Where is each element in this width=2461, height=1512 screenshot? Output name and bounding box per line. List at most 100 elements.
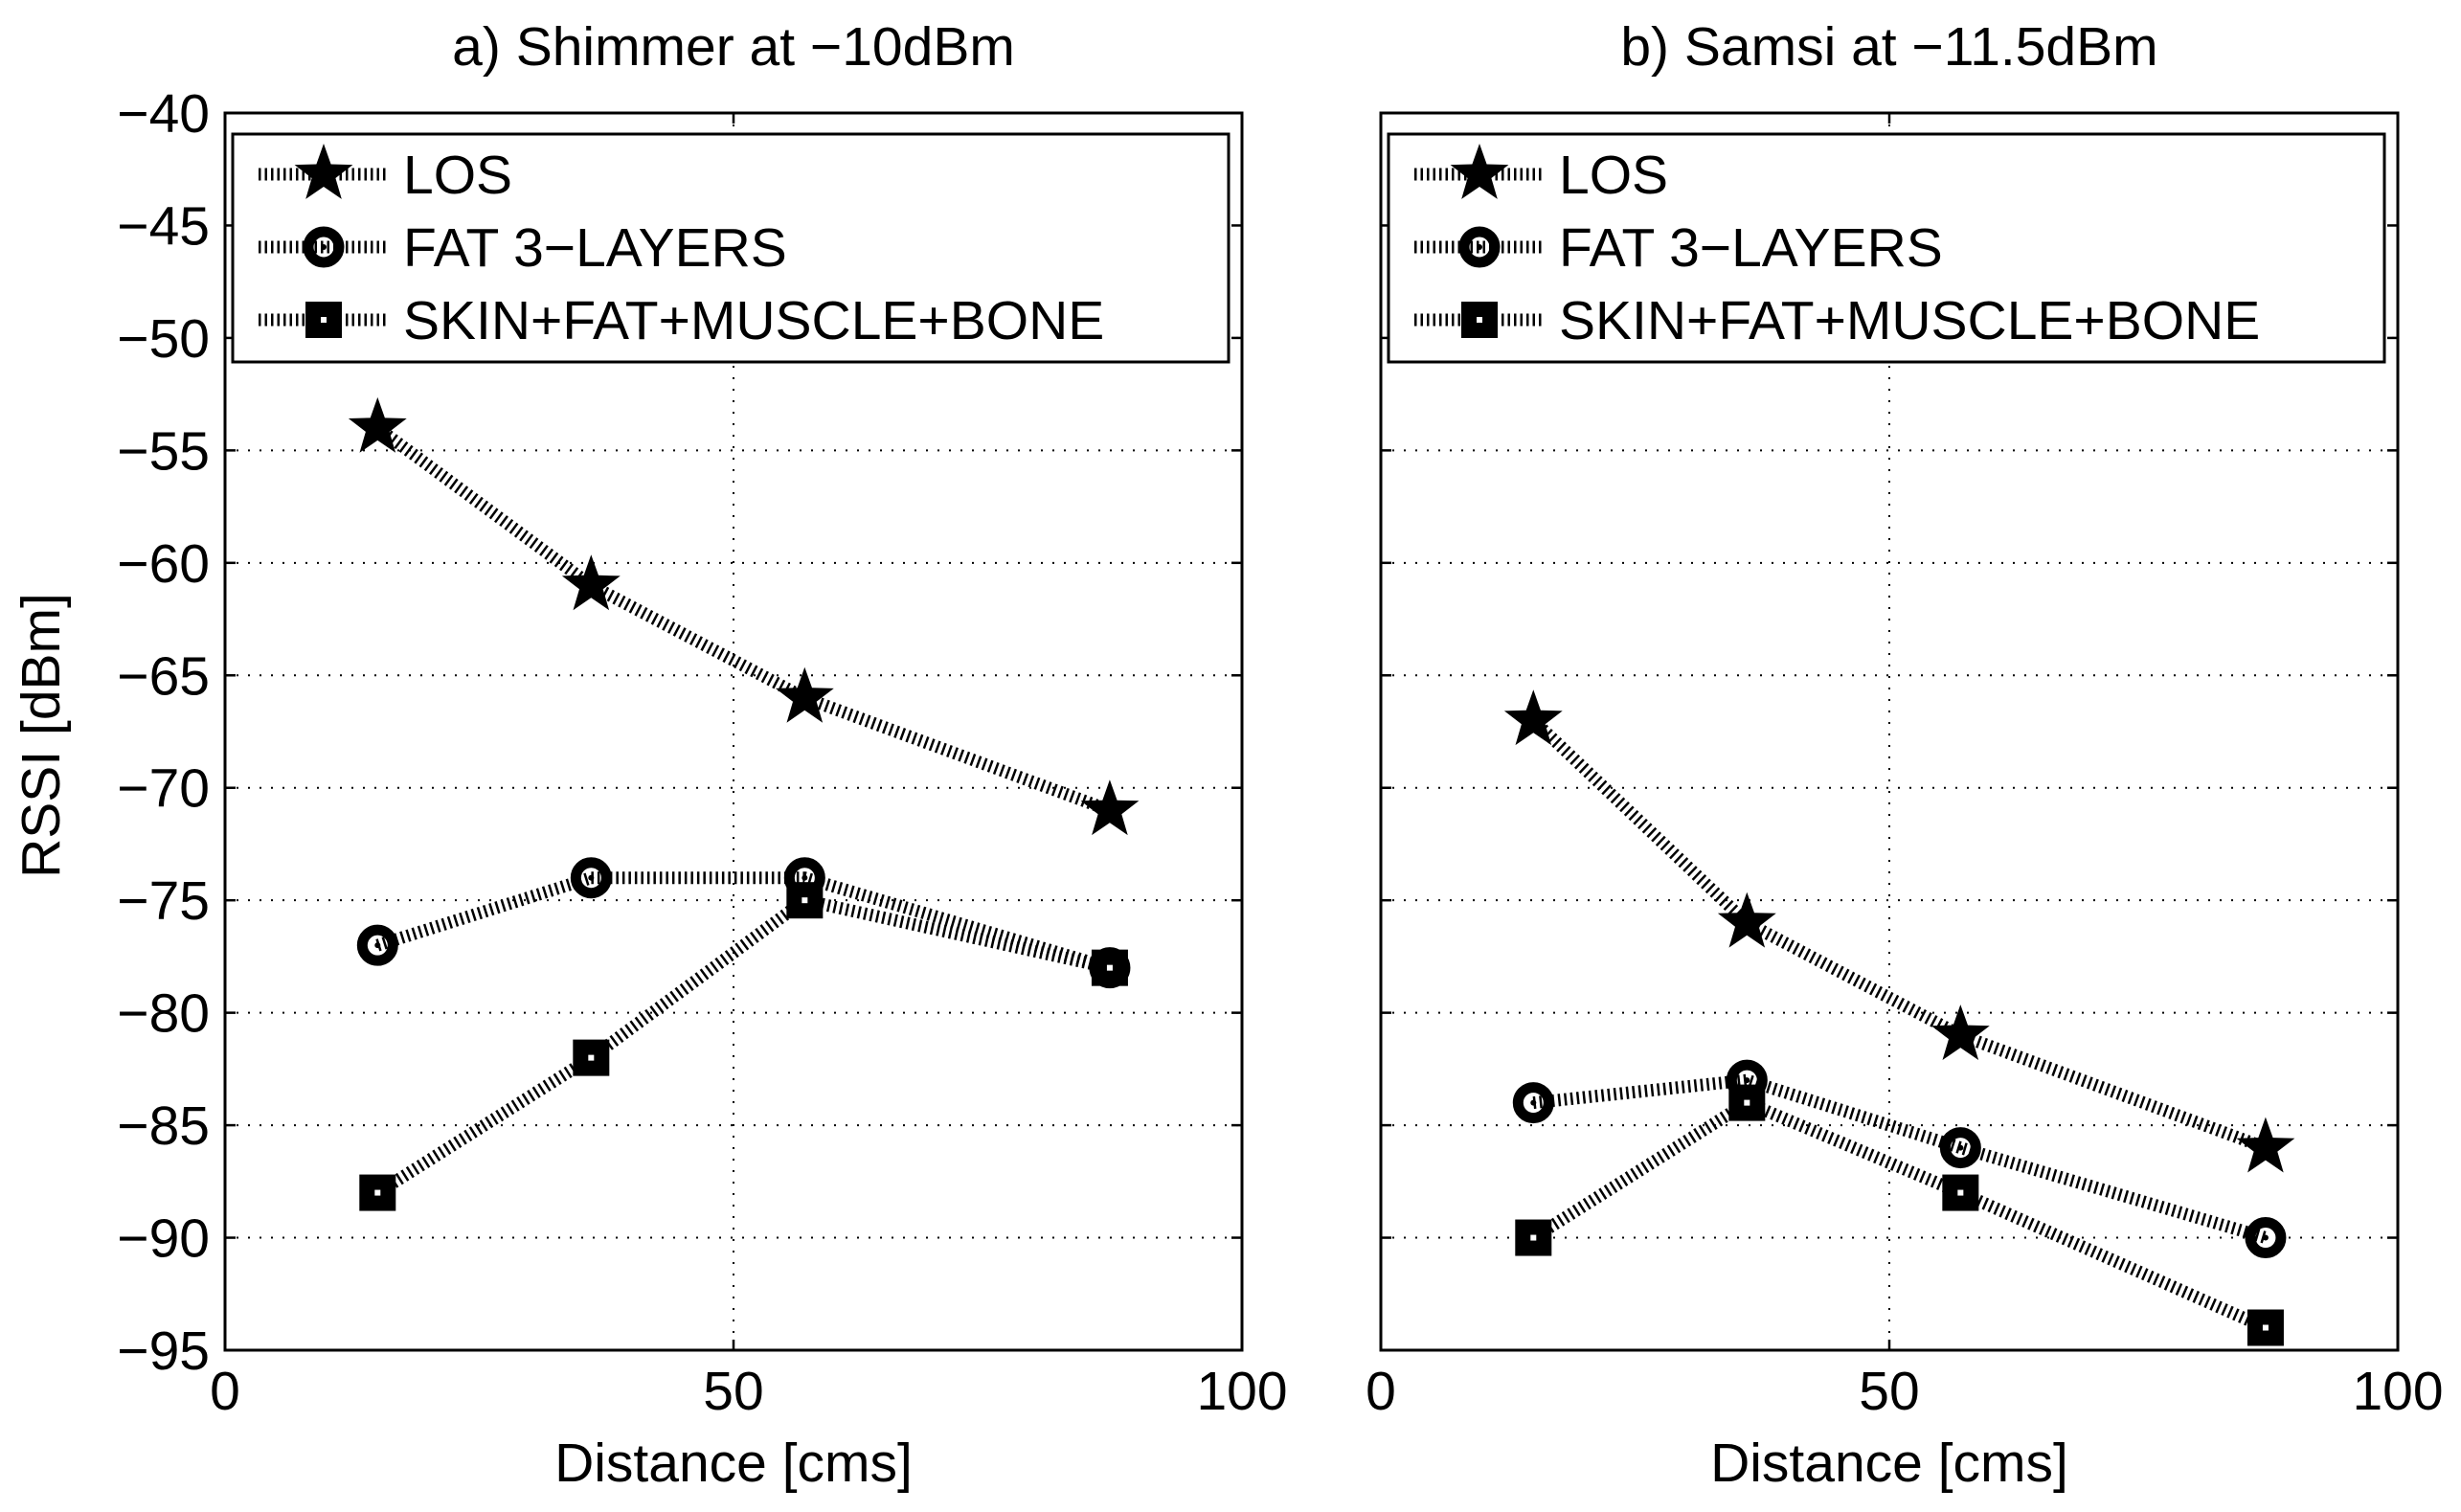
y-tick-label: −70 <box>117 758 210 820</box>
x-tick-label: 100 <box>2352 1361 2443 1422</box>
series-line <box>1528 715 2269 1154</box>
data-point-square-dot <box>588 1054 595 1061</box>
data-point-circle-ring <box>1512 1082 1554 1124</box>
data-point-circle <box>1939 1127 1981 1169</box>
x-tick-label: 0 <box>1366 1361 1396 1422</box>
data-point-square <box>786 882 824 919</box>
legend-box <box>1387 132 2386 364</box>
data-point-star <box>1503 689 1563 746</box>
legend-item: FAT 3−LAYERS <box>259 217 787 279</box>
data-point-circle <box>1512 1082 1554 1124</box>
legend-item: LOS <box>259 144 512 206</box>
chart-panel-1: a) Shimmer at −10dBm −95 −90 −85 −80 −75 −70 −6… <box>117 16 1287 1494</box>
legend-label: LOS <box>1559 145 1668 206</box>
data-point-circle <box>2245 1217 2287 1259</box>
plot-border <box>1379 111 2400 1352</box>
data-point-circle-dot <box>1530 1099 1537 1106</box>
x-axis-label: Distance [cms] <box>1710 1433 2068 1494</box>
data-point-star <box>1080 779 1140 836</box>
series-circle <box>1512 1059 2287 1259</box>
data-point-square-dot <box>1530 1234 1537 1241</box>
legend-label: SKIN+FAT+MUSCLE+BONE <box>1559 290 2260 351</box>
chart-panel-2: b) Samsi at −11.5dBm 0 50 100 Distance [cms]… <box>1366 16 2443 1494</box>
data-point-square-dot <box>1744 1099 1750 1106</box>
y-tick-label: −60 <box>117 533 210 595</box>
data-point-circle-dot <box>1744 1077 1750 1084</box>
x-tick-label: 100 <box>1196 1361 1287 1422</box>
x-tick-label: 50 <box>703 1361 763 1422</box>
legend-marker-star <box>294 144 353 199</box>
data-point-square <box>2247 1309 2284 1346</box>
legend-marker-square-dot <box>321 317 327 323</box>
data-point-star <box>1717 891 1776 948</box>
legend-marker-circle <box>1458 226 1501 268</box>
series-star <box>1503 689 2295 1173</box>
legend-marker-circle-dot <box>1477 244 1482 250</box>
data-point-square-dot <box>1957 1189 1964 1196</box>
data-point-circle-ring <box>1939 1127 1981 1169</box>
data-point-circle-ring <box>356 924 398 966</box>
legend-box <box>231 132 1230 364</box>
data-point-square <box>1728 1084 1766 1121</box>
data-point-square <box>359 1174 396 1211</box>
series-line <box>1529 1095 2269 1334</box>
series-star <box>348 396 1140 836</box>
legend-marker-circle-dot <box>321 244 327 250</box>
legend-marker-star <box>1450 144 1509 199</box>
chart-title: b) Samsi at −11.5dBm <box>1620 16 2157 78</box>
legend-item: SKIN+FAT+MUSCLE+BONE <box>1414 290 2260 351</box>
data-point-square-dot <box>1106 964 1113 971</box>
x-axis-label: Distance [cms] <box>554 1433 913 1494</box>
data-point-circle-dot <box>374 942 381 949</box>
series-line <box>1532 1073 2268 1244</box>
data-point-square-dot <box>2262 1324 2269 1331</box>
y-tick-label: −80 <box>117 983 210 1045</box>
data-point-square <box>573 1039 610 1076</box>
y-tick-label: −95 <box>117 1320 210 1382</box>
data-point-circle-ring <box>2245 1217 2287 1259</box>
legend-label: FAT 3−LAYERS <box>403 217 787 279</box>
data-point-square-dot <box>374 1189 381 1196</box>
legend-marker-circle <box>303 226 345 268</box>
series-square <box>1515 1084 2284 1346</box>
series-line <box>373 422 1113 817</box>
legend-label: FAT 3−LAYERS <box>1559 217 1943 279</box>
legend-marker-circle-ring <box>303 226 345 268</box>
data-point-star <box>2236 1117 2295 1173</box>
data-point-square <box>1942 1174 1979 1211</box>
legend-item: FAT 3−LAYERS <box>1414 217 1943 279</box>
legend-label: SKIN+FAT+MUSCLE+BONE <box>403 290 1104 351</box>
data-point-square <box>1091 949 1128 986</box>
legend-marker-square-dot <box>1477 317 1482 323</box>
chart-panels: a) Shimmer at −10dBm −95 −90 −85 −80 −75 −70 −6… <box>117 16 2443 1494</box>
y-tick-label: −50 <box>117 308 210 370</box>
legend: LOS FAT 3−LAYERS SKIN+FAT+MUSCLE+BONE <box>1387 132 2386 364</box>
series-line <box>375 871 1112 974</box>
chart-title: a) Shimmer at −10dBm <box>452 16 1015 78</box>
y-axis-label: RSSI [dBm] <box>11 593 72 878</box>
data-point-circle-dot <box>588 874 595 881</box>
x-tick-label: 0 <box>210 1361 240 1422</box>
legend: LOS FAT 3−LAYERS SKIN+FAT+MUSCLE+BONE <box>231 132 1230 364</box>
legend-item: SKIN+FAT+MUSCLE+BONE <box>259 290 1104 351</box>
data-point-circle-ring <box>570 857 612 899</box>
plot-border <box>223 111 1244 1352</box>
data-point-star <box>561 554 621 611</box>
y-tick-label: −65 <box>117 645 210 707</box>
data-point-star <box>775 666 834 723</box>
legend-marker-square <box>1461 302 1498 338</box>
series-line <box>373 893 1112 1199</box>
y-tick-label: −75 <box>117 870 210 932</box>
data-point-circle-dot <box>1957 1144 1964 1151</box>
legend-label: LOS <box>403 145 512 206</box>
y-tick-label: −45 <box>117 195 210 257</box>
data-point-circle <box>356 924 398 966</box>
y-tick-label: −55 <box>117 420 210 482</box>
y-tick-label: −40 <box>117 83 210 145</box>
data-point-circle-dot <box>2262 1234 2269 1241</box>
x-tick-label: 50 <box>1859 1361 1919 1422</box>
y-tick-label: −90 <box>117 1208 210 1270</box>
data-point-circle <box>570 857 612 899</box>
legend-marker-circle-ring <box>1458 226 1501 268</box>
